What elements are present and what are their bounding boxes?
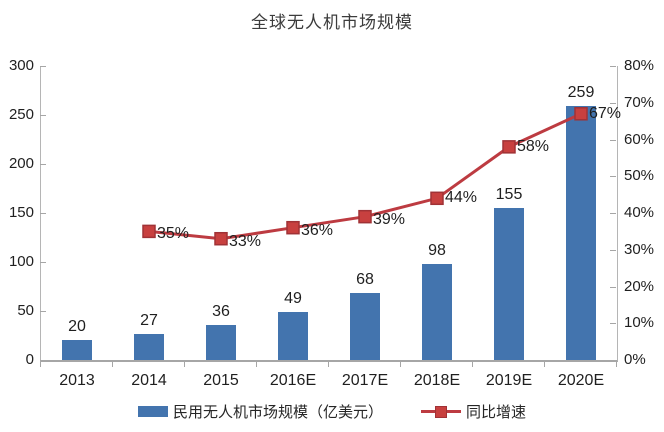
x-axis-tick — [400, 362, 401, 367]
bar — [422, 263, 452, 360]
x-axis-tick — [472, 362, 473, 367]
bar — [494, 208, 524, 360]
growth-line-layer — [142, 107, 588, 246]
y-axis-left-tick-label: 100 — [8, 253, 34, 270]
y-axis-left-tick-label: 150 — [8, 204, 34, 221]
y-axis-left-tick — [40, 360, 46, 361]
bar — [134, 333, 164, 360]
y-axis-right-tick-label: 40% — [624, 204, 655, 221]
y-axis-right-tick — [610, 249, 616, 251]
line-value-label: 35% — [157, 225, 190, 243]
legend-item-line-series: 同比增速 — [421, 401, 526, 422]
line-value-label: 36% — [301, 221, 334, 239]
line-value-label: 39% — [373, 210, 406, 228]
y-axis-right-tick — [610, 286, 616, 288]
y-axis-right-tick — [610, 323, 616, 325]
line-marker-icon — [430, 191, 444, 206]
y-axis-right-tick-label: 50% — [624, 167, 655, 185]
line-marker-icon — [358, 209, 372, 224]
legend: 民用无人机市场规模（亿美元） 同比增速 — [0, 401, 664, 422]
x-axis-category-label: 2015 — [203, 372, 239, 389]
y-axis-left-tick-label: 300 — [8, 57, 34, 74]
y-axis-right-tick — [610, 176, 616, 178]
line-value-label: 33% — [229, 232, 262, 250]
y-axis-left-tick-label: 250 — [8, 106, 34, 123]
bar-value-label: 98 — [428, 241, 446, 259]
y-axis-right-tick-label: 30% — [624, 240, 655, 258]
bar-value-label: 49 — [284, 289, 302, 307]
plot-area: 20 2013 27 2014 36 2015 49 2016E 68 2017E 98 2018E 1… — [40, 66, 622, 389]
y-axis-left-tick — [40, 262, 46, 263]
x-axis-category-label: 2017E — [341, 372, 389, 389]
line-marker-icon — [574, 107, 588, 121]
y-axis-right-tick — [610, 102, 616, 104]
y-axis-left-tick — [40, 164, 46, 165]
line-value-label: 44% — [445, 189, 478, 207]
y-axis-left-tick — [40, 66, 46, 67]
x-axis-tick — [616, 362, 617, 367]
bar — [62, 340, 92, 360]
x-axis-category-label: 2016E — [269, 372, 317, 389]
x-axis-tick — [184, 362, 185, 367]
y-axis-left-tick-label: 200 — [8, 155, 34, 172]
y-axis-right-tick — [610, 139, 616, 141]
legend-line-label: 同比增速 — [466, 404, 527, 421]
x-axis-category-label: 2020E — [557, 372, 605, 389]
y-axis-left-tick — [40, 213, 46, 214]
bar — [566, 106, 596, 360]
bar — [278, 311, 308, 360]
line-marker-icon — [286, 220, 300, 235]
bar-series-swatch-icon — [137, 406, 168, 417]
y-axis-right-tick-label: 80% — [624, 57, 655, 74]
x-axis-tick — [112, 362, 113, 367]
legend-bar-label: 民用无人机市场规模（亿美元） — [172, 404, 383, 421]
bar — [206, 324, 236, 360]
y-axis-left-tick-label: 50 — [17, 302, 34, 319]
x-axis-tick — [40, 362, 41, 367]
y-axis-right-tick-label: 20% — [624, 277, 655, 295]
x-axis-tick — [544, 362, 545, 367]
y-axis-right-tick — [610, 360, 616, 361]
legend-item-bar-series: 民用无人机市场规模（亿美元） — [137, 401, 383, 422]
x-axis-category-label: 2019E — [485, 372, 533, 389]
x-axis-category-label: 2013 — [59, 372, 95, 389]
line-marker-icon — [142, 224, 156, 239]
y-axis-left-tick — [40, 115, 46, 116]
line-marker-icon — [502, 140, 516, 154]
x-axis-tick — [328, 362, 329, 367]
bar-value-label: 259 — [567, 84, 595, 102]
bar-value-label: 20 — [68, 318, 86, 336]
chart-title: 全球无人机市场规模 — [251, 13, 413, 32]
bar-value-label: 36 — [212, 302, 230, 320]
bar-value-label: 68 — [356, 271, 374, 289]
x-axis-category-label: 2018E — [413, 372, 461, 389]
y-axis-right-tick — [610, 66, 616, 67]
y-axis-right-tick-label: 0% — [624, 351, 646, 368]
bar-value-label: 155 — [495, 186, 523, 204]
x-axis-category-label: 2014 — [131, 372, 167, 389]
y-axis-right-tick-label: 10% — [624, 314, 655, 332]
y-axis-left-tick — [40, 311, 46, 312]
line-marker-icon — [214, 231, 228, 246]
line-series-marker-icon — [421, 406, 461, 418]
x-axis-tick — [256, 362, 257, 367]
line-value-label: 58% — [517, 137, 550, 155]
bar-value-label: 27 — [140, 311, 158, 329]
y-axis-right-tick-label: 60% — [624, 130, 655, 148]
line-value-label: 67% — [589, 104, 622, 122]
y-axis-right-tick — [610, 213, 616, 214]
y-axis-left-tick-label: 0 — [25, 351, 34, 368]
bar — [350, 293, 380, 360]
y-axis-right-tick-label: 70% — [624, 93, 655, 111]
